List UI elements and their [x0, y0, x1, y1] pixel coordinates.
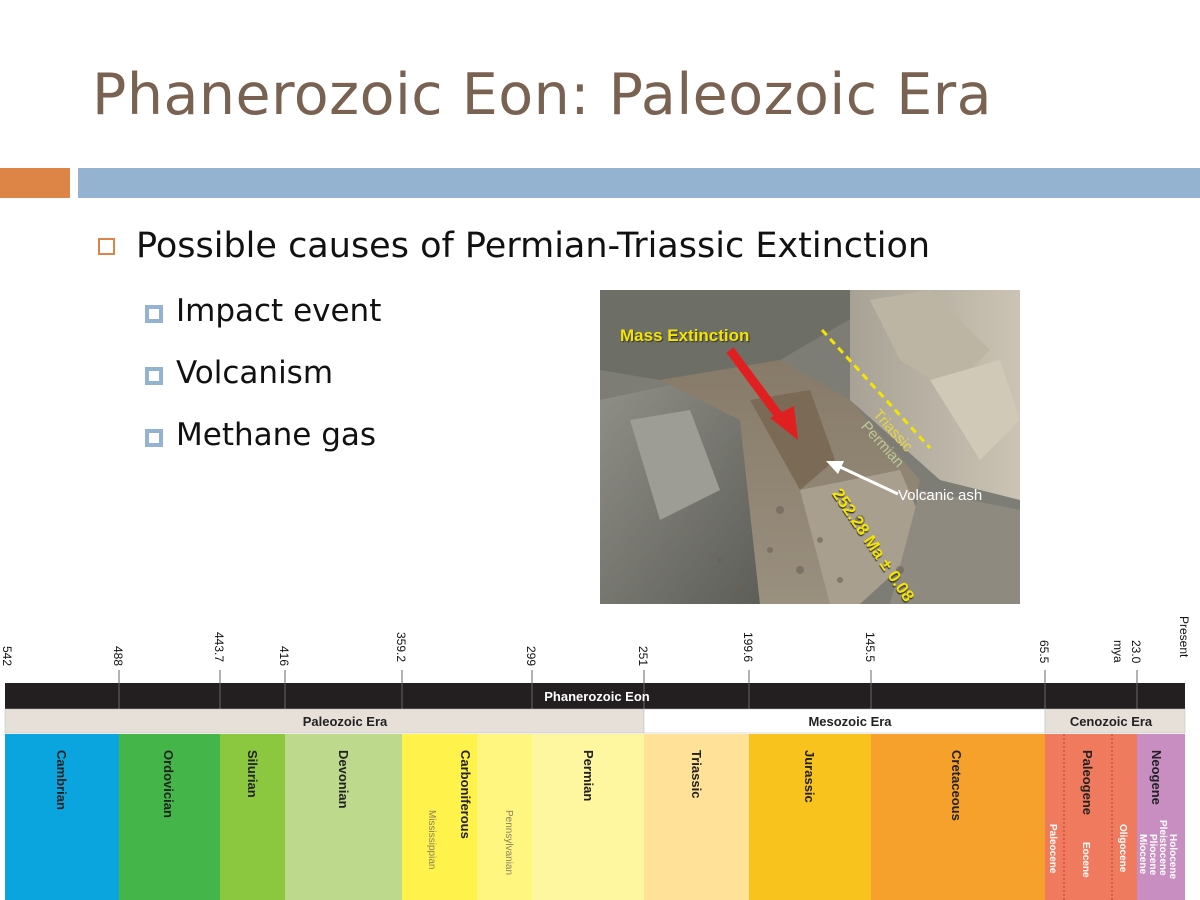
square-bullet-icon [145, 367, 163, 385]
epoch-label-paleocene: Paleocene [1047, 824, 1058, 874]
epoch-label-miocene: Miocene [1137, 834, 1148, 874]
tick-label-359: 359.2 [394, 632, 408, 662]
period-bar-devonian [285, 734, 402, 900]
sub-bullet-volcanism: Volcanism [176, 355, 334, 391]
tick-label-145: 145.5 [863, 632, 877, 662]
period-bar-ordovician [119, 734, 220, 900]
period-label-triassic: Triassic [689, 750, 704, 798]
era-bar-paleozoic [4, 708, 645, 734]
eon-label: Phanerozoic Eon [544, 689, 650, 704]
tick-label-488: 488 [111, 646, 125, 666]
period-bar-neogene [1137, 734, 1185, 900]
period-label-cambrian: Cambrian [54, 750, 69, 810]
epoch-label-pliocene: Pliocene [1147, 834, 1158, 876]
period-bar-cambrian [5, 734, 119, 900]
hollow-square-bullet-icon [98, 238, 115, 255]
era-label-cenozoic: Cenozoic Era [1070, 714, 1153, 729]
volcanic-ash-label: Volcanic ash [898, 487, 983, 504]
tick-label-542: 542 [0, 646, 14, 666]
period-bar-jurassic [749, 734, 871, 900]
era-label-mesozoic: Mesozoic Era [808, 714, 892, 729]
square-bullet-icon [145, 305, 163, 323]
main-bullet-text: Possible causes of Permian-Triassic Exti… [136, 226, 931, 266]
geologic-timescale: 542 488 443.7 416 359.2 299 251 199.6 14… [0, 616, 1191, 900]
tick-label-416: 416 [277, 646, 291, 666]
slide-title: Phanerozoic Eon: Paleozoic Era [92, 62, 993, 128]
period-label-permian: Permian [581, 750, 596, 801]
period-label-ordovician: Ordovician [161, 750, 176, 818]
period-bar-paleogene [1045, 734, 1137, 900]
epoch-label-oligocene: Oligocene [1117, 824, 1128, 873]
period-label-jurassic: Jurassic [802, 750, 817, 803]
period-label-cretaceous: Cretaceous [949, 750, 964, 821]
subperiod-label-pennsylvanian: Pennsylvanian [503, 810, 514, 875]
square-bullet-icon [145, 429, 163, 447]
period-label-paleogene: Paleogene [1080, 750, 1095, 815]
tick-label-23: 23.0 [1129, 640, 1143, 664]
period-bar-carboniferous-penn [477, 734, 532, 900]
period-bar-triassic [644, 734, 749, 900]
epoch-label-eocene: Eocene [1080, 842, 1091, 878]
period-label-neogene: Neogene [1149, 750, 1164, 805]
era-bar-cenozoic [1044, 708, 1186, 734]
sub-bullet-methane: Methane gas [176, 417, 377, 453]
eon-bar [5, 683, 1185, 709]
period-bar-cretaceous [871, 734, 1045, 900]
tick-label-443: 443.7 [212, 632, 226, 662]
mass-extinction-label: Mass Extinction [620, 326, 750, 345]
era-bar-mesozoic [643, 708, 1046, 734]
era-label-paleozoic: Paleozoic Era [303, 714, 388, 729]
epoch-label-pleistocene: Pleistocene [1157, 820, 1168, 876]
epoch-label-holocene: Holocene [1167, 834, 1178, 879]
period-bar-carboniferous-miss [402, 734, 477, 900]
period-bar-permian [532, 734, 644, 900]
subperiod-label-mississippian: Mississippian [426, 810, 437, 869]
period-label-carboniferous: Carboniferous [458, 750, 473, 839]
tick-label-65: 65.5 [1037, 640, 1051, 664]
tick-label-mya: mya [1111, 640, 1125, 663]
period-bar-silurian [220, 734, 285, 900]
tick-label-299: 299 [524, 646, 538, 666]
sub-bullet-impact: Impact event [176, 293, 382, 329]
tick-label-199: 199.6 [741, 632, 755, 662]
title-divider-bar [78, 168, 1200, 198]
period-label-silurian: Silurian [245, 750, 260, 798]
tick-label-present: Present [1177, 616, 1191, 658]
tick-label-251: 251 [636, 646, 650, 666]
outcrop-photo: Mass Extinction Triassic Permian Volcani… [600, 290, 1020, 604]
title-accent-bar [0, 168, 70, 198]
period-label-devonian: Devonian [336, 750, 351, 809]
